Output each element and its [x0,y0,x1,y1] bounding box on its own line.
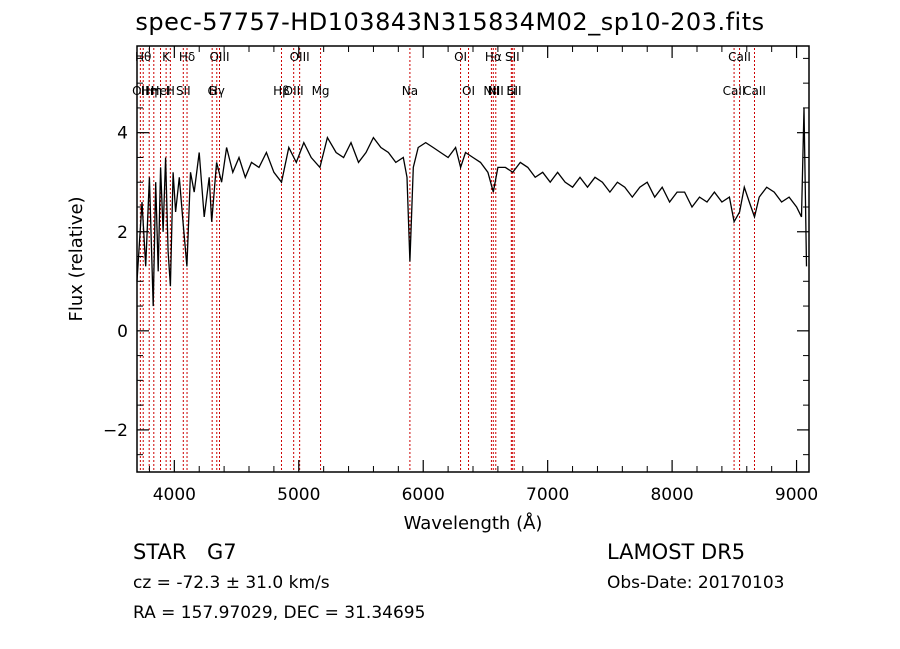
spectral-line-label: Hδ [179,50,195,64]
spectral-line-label: Hγ [209,84,225,98]
spectral-line-label: Mg [312,84,330,98]
x-tick-label: 8000 [650,485,693,505]
y-tick-label: 2 [117,223,128,243]
chart-title: spec-57757-HD103843N315834M02_sp10-203.f… [135,8,765,36]
spectral-line-label: OI [454,50,467,64]
spectral-line-label: OIII [284,84,304,98]
spectral-line-label: OII [132,84,149,98]
spectral-line-label: Hβ [273,84,290,98]
spectral-line-label: Hα [485,50,502,64]
spectral-line-label: CaII [723,84,746,98]
x-axis-label: Wavelength (Å) [404,512,543,534]
object-class: STAR [133,540,187,564]
x-tick-label: 4000 [153,485,196,505]
spectral-line-label: K [162,50,171,64]
spectral-line-label: Li [506,84,516,98]
plot-frame [136,45,810,473]
observation-date: Obs-Date: 20170103 [607,573,785,593]
x-tick-label: 9000 [775,485,818,505]
spectral-line-label: OIII [209,50,229,64]
y-axis-ticks: −2 0 2 4 [103,57,809,456]
spectral-line-label: OIII [290,50,310,64]
spectral-line-label: NII [488,84,504,98]
spectral-line-markers [139,48,755,472]
spectral-line-label: SII [507,84,522,98]
spectral-line-label: Hη [141,84,158,98]
x-tick-label: 5000 [277,485,320,505]
survey-name: LAMOST DR5 [607,540,746,564]
y-tick-label: 0 [117,322,128,342]
y-axis-label: Flux (relative) [66,196,87,321]
redshift-cz: cz = -72.3 ± 31.0 km/s [133,573,330,593]
y-tick-label: −2 [103,421,128,441]
spectral-line-label: Na [402,84,418,98]
spectral-line-label: OI [462,84,475,98]
spectral-line-label: SII [505,50,520,64]
ra-dec-coordinates: RA = 157.97029, DEC = 31.34695 [133,603,426,623]
spectral-line-label: SII [176,84,191,98]
y-tick-label: 4 [117,124,128,144]
x-axis-ticks: 4000 5000 6000 7000 8000 9000 [148,46,818,505]
spectral-line-label: NII [483,84,499,98]
x-tick-label: 6000 [402,485,445,505]
spectral-line-label: G [208,84,217,98]
x-tick-label: 7000 [526,485,569,505]
object-subclass: G7 [207,540,237,564]
spectral-line-label: H [166,84,175,98]
spectral-line-label: CaII [743,84,766,98]
spectral-line-label: Hθ [135,50,151,64]
spectral-line-label: CaII [728,50,751,64]
spectral-line-label: Hη [145,84,162,98]
spectral-line-label: HeI [151,84,171,98]
spectrum-line [136,107,808,307]
